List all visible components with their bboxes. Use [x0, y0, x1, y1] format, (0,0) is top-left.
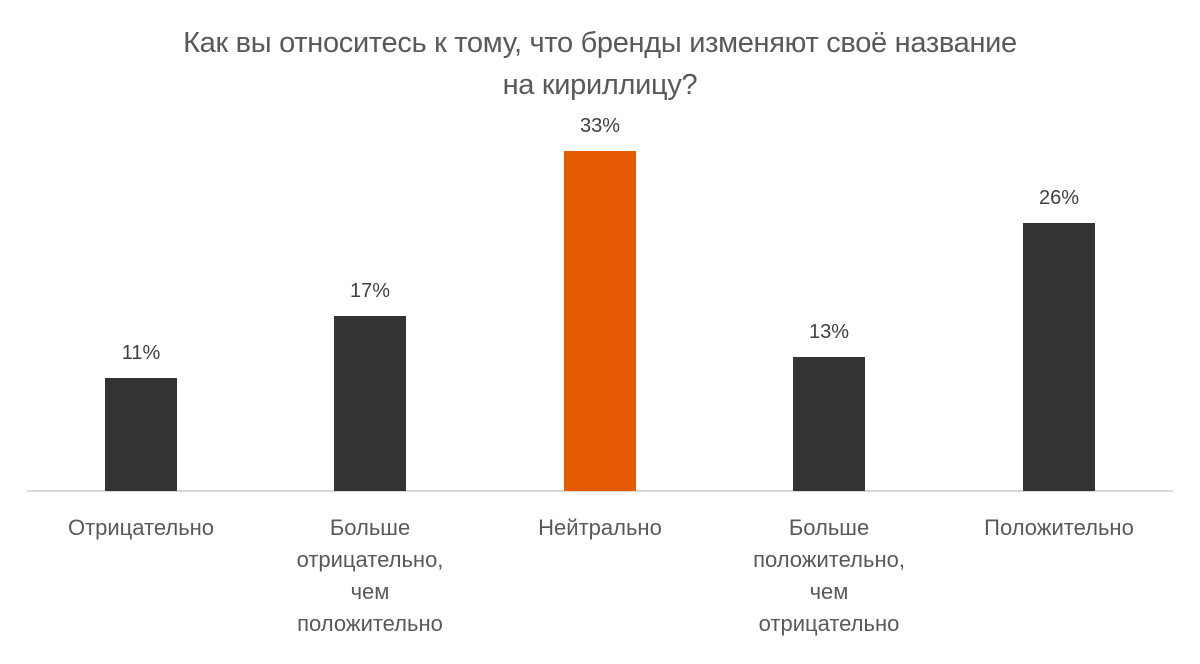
category-label-line: чем — [350, 579, 390, 604]
category-label-line: чем — [809, 579, 849, 604]
category-label: Больше положительно, чем отрицательно — [719, 512, 939, 640]
bar — [334, 316, 406, 491]
value-label: 11% — [121, 342, 161, 364]
category-label-line: положительно, — [753, 547, 905, 572]
bar — [1023, 223, 1095, 491]
category-label: Нейтрально — [490, 512, 710, 544]
category-label-line: положительно — [297, 611, 443, 636]
category-label: Положительно — [949, 512, 1169, 544]
value-label: 26% — [1038, 187, 1080, 209]
bar — [564, 151, 636, 491]
category-label-line: Больше — [788, 515, 870, 540]
category-label-line: Отрицательно — [67, 515, 215, 540]
category-label-line: Нейтрально — [538, 515, 662, 540]
category-label: Отрицательно — [31, 512, 251, 544]
category-label: Больше отрицательно, чем положительно — [260, 512, 480, 640]
chart-title: Как вы относитесь к тому, что бренды изм… — [0, 22, 1200, 106]
value-label: 13% — [808, 321, 850, 343]
bar — [793, 357, 865, 491]
value-label: 33% — [579, 115, 621, 137]
value-label: 17% — [349, 280, 391, 302]
category-label-line: Положительно — [984, 515, 1134, 540]
bar — [105, 378, 177, 491]
category-label-line: Больше — [329, 515, 411, 540]
x-axis-line — [27, 490, 1173, 492]
category-label-line: отрицательно — [758, 611, 900, 636]
chart-title-line-1: Как вы относитесь к тому, что бренды изм… — [183, 27, 1017, 59]
category-label-line: отрицательно, — [296, 547, 444, 572]
chart-title-line-2: на кириллицу? — [502, 69, 698, 101]
